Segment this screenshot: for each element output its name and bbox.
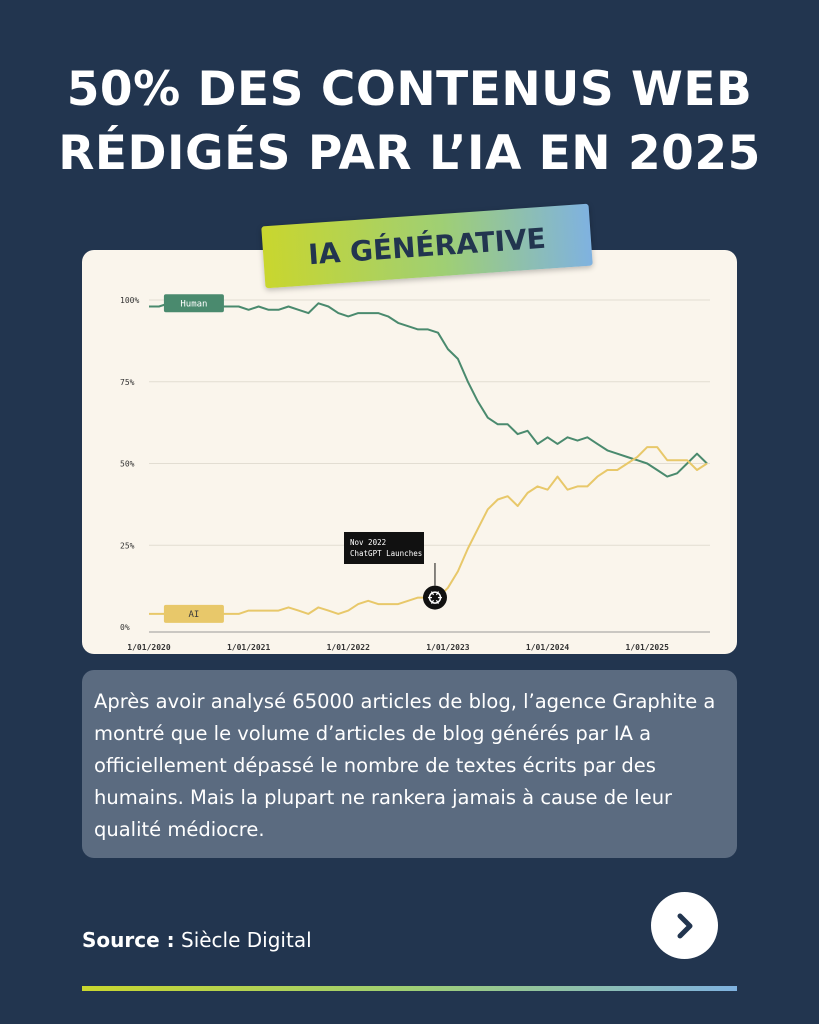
openai-logo-petal xyxy=(435,599,439,604)
chart-card: 100% 75% 50% 25% 0% 1/01/2020 1/01/2021 1/01/20… xyxy=(82,250,737,654)
series-label-human: Human xyxy=(163,294,224,313)
line-chart: 100% 75% 50% 25% 0% 1/01/2020 1/01/2021 1/01/20… xyxy=(120,294,710,652)
x-tick-label: 1/01/2023 xyxy=(426,643,470,652)
source-credit: Source : Siècle Digital xyxy=(82,928,312,952)
series-label-text: AI xyxy=(188,610,199,620)
y-tick-label: 0% xyxy=(120,623,130,632)
x-tick-label: 1/01/2024 xyxy=(526,643,570,652)
source-value: Siècle Digital xyxy=(181,928,312,952)
y-tick-label: 100% xyxy=(120,296,139,305)
annotation-text: ChatGPT Launches xyxy=(350,549,422,558)
headline-line-1: 50% DES CONTENUS WEB xyxy=(66,62,753,117)
chevron-right-icon xyxy=(677,913,692,938)
openai-logo-petal xyxy=(430,591,434,596)
x-tick-label: 1/01/2025 xyxy=(626,643,670,652)
annotation-box xyxy=(344,532,424,564)
bottom-gradient-divider xyxy=(82,986,737,991)
x-tick-label: 1/01/2021 xyxy=(227,643,271,652)
series-label-box xyxy=(163,294,224,313)
series-label-box xyxy=(163,604,224,623)
openai-logo-petal xyxy=(430,599,434,604)
series-label-text: Human xyxy=(180,299,207,309)
description-box: Après avoir analysé 65000 articles de bl… xyxy=(82,670,737,858)
y-tick-label: 25% xyxy=(120,541,135,550)
openai-logo-icon xyxy=(422,585,447,610)
series-label-ai: AI xyxy=(163,604,224,623)
description-text: Après avoir analysé 65000 articles de bl… xyxy=(94,690,716,841)
y-tick-label: 50% xyxy=(120,460,135,469)
annotation-date: Nov 2022 xyxy=(350,538,386,547)
headline: 50% DES CONTENUS WEB RÉDIGÉS PAR L’IA EN… xyxy=(0,58,819,186)
x-tick-label: 1/01/2020 xyxy=(127,643,171,652)
next-slide-button[interactable] xyxy=(651,892,718,959)
y-tick-label: 75% xyxy=(120,378,135,387)
source-label: Source : xyxy=(82,928,175,952)
category-badge-label: IA GÉNÉRATIVE xyxy=(307,221,547,271)
openai-logo-petal xyxy=(435,591,439,596)
headline-line-2: RÉDIGÉS PAR L’IA EN 2025 xyxy=(58,126,761,181)
openai-logo-disc xyxy=(422,585,447,610)
x-tick-label: 1/01/2022 xyxy=(327,643,371,652)
annotation-callout: Nov 2022 ChatGPT Launches xyxy=(344,532,424,564)
series-line-human xyxy=(149,302,708,478)
